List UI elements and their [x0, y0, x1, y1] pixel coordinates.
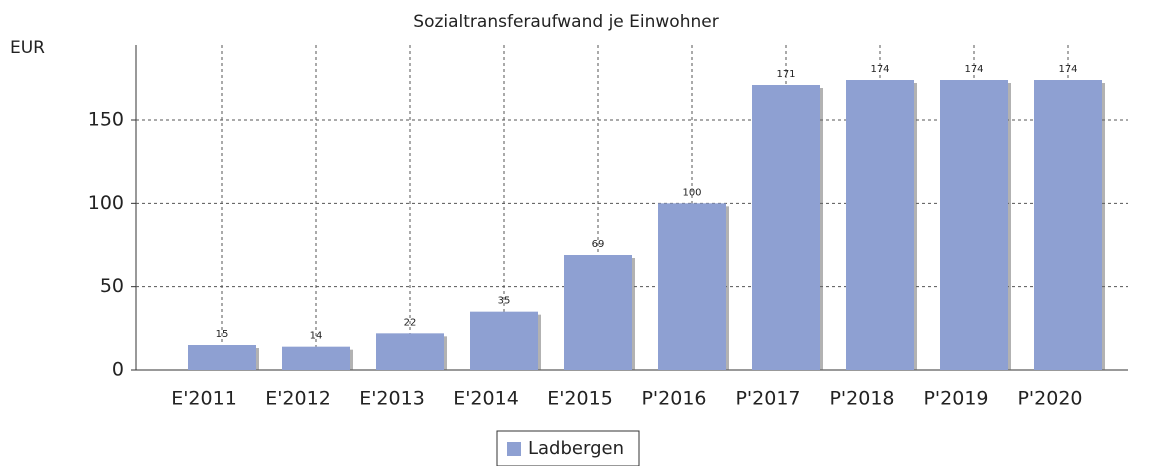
x-tick-label: P'2019 — [923, 388, 988, 410]
legend-label: Ladbergen — [528, 438, 624, 459]
y-tick-label: 100 — [88, 192, 124, 214]
legend-swatch — [507, 442, 521, 456]
value-label: 22 — [404, 317, 417, 328]
bar — [376, 333, 444, 370]
x-tick-label: P'2016 — [641, 388, 706, 410]
bar — [470, 311, 538, 370]
bar — [846, 80, 914, 370]
value-label: 174 — [870, 64, 889, 75]
value-label: 100 — [682, 187, 701, 198]
chart-title: Sozialtransferaufwand je Einwohner — [413, 12, 718, 32]
x-tick-label: E'2015 — [547, 388, 613, 410]
x-tick-label: P'2018 — [829, 388, 894, 410]
value-label: 14 — [310, 331, 323, 342]
bar — [940, 80, 1008, 370]
x-tick-label: P'2017 — [735, 388, 800, 410]
bar — [282, 346, 350, 370]
bar — [658, 203, 726, 370]
y-tick-label: 50 — [100, 275, 124, 297]
x-tick-label: E'2011 — [171, 388, 237, 410]
y-axis-label: EUR — [10, 38, 45, 58]
bar — [564, 255, 632, 370]
x-tick-label: E'2012 — [265, 388, 331, 410]
bar — [1034, 80, 1102, 370]
value-label: 171 — [776, 69, 795, 80]
bar — [752, 85, 820, 370]
y-tick-label: 0 — [112, 359, 124, 381]
x-tick-label: E'2013 — [359, 388, 425, 410]
value-label: 174 — [1058, 64, 1077, 75]
value-label: 15 — [216, 329, 229, 340]
x-tick-label: P'2020 — [1017, 388, 1082, 410]
x-tick-label: E'2014 — [453, 388, 519, 410]
value-label: 35 — [498, 296, 511, 307]
y-tick-label: 150 — [88, 109, 124, 131]
value-label: 69 — [592, 239, 605, 250]
bar — [188, 345, 256, 370]
value-label: 174 — [964, 64, 983, 75]
